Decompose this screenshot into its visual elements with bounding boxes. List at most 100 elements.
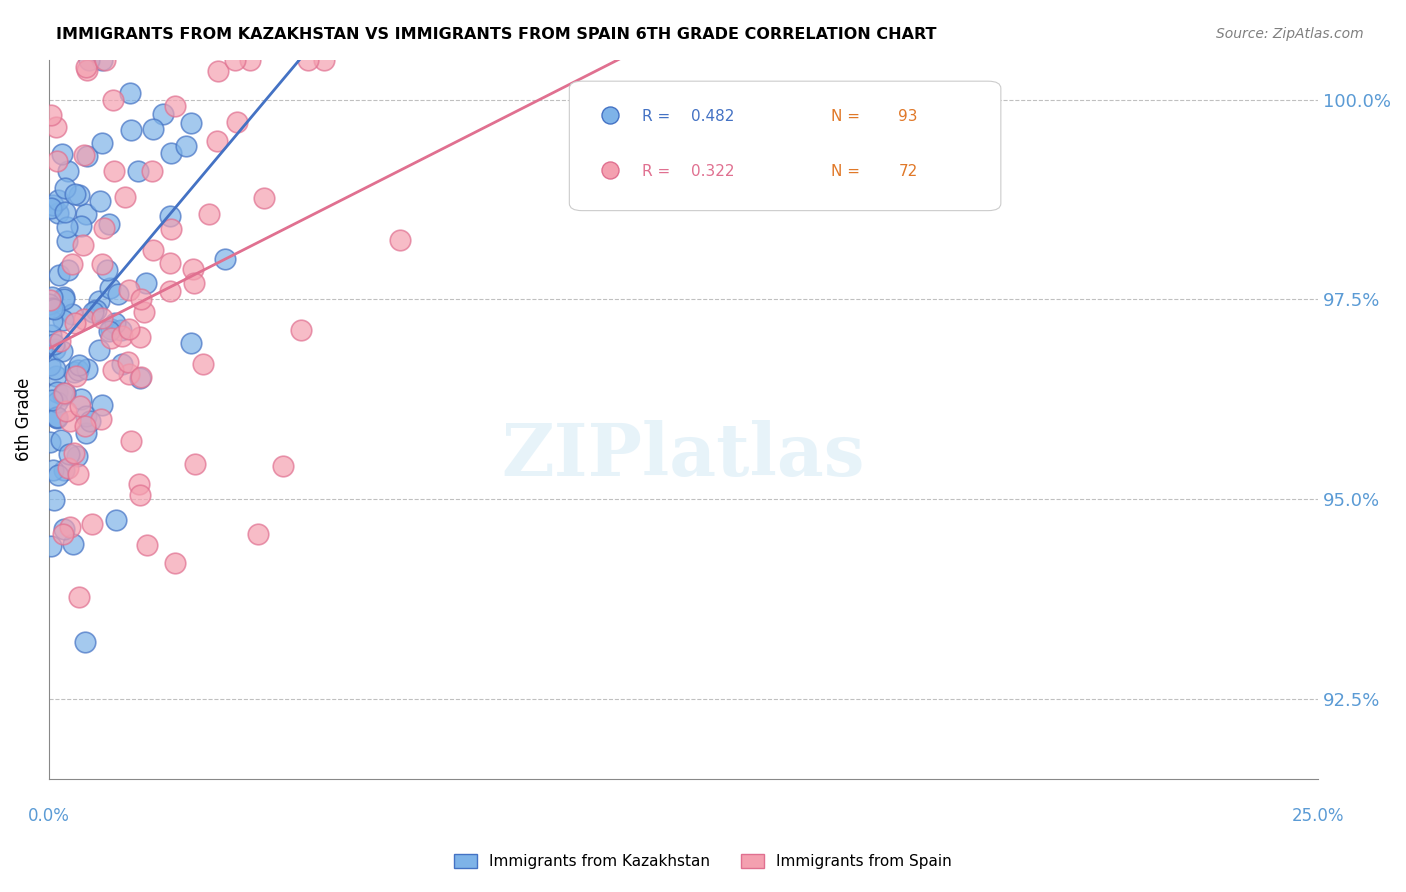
Point bbox=[62, 366, 84, 380]
Point bbox=[69, 219, 91, 234]
Point bbox=[52, 290, 75, 304]
Point bbox=[66, 467, 89, 482]
Point bbox=[224, 53, 246, 67]
Point bbox=[56, 164, 79, 178]
Point bbox=[46, 468, 69, 483]
Point bbox=[45, 369, 67, 384]
Text: N =: N = bbox=[831, 109, 865, 124]
Point bbox=[197, 207, 219, 221]
Point bbox=[191, 357, 214, 371]
Point bbox=[58, 447, 80, 461]
Point bbox=[44, 342, 66, 356]
Point bbox=[89, 194, 111, 208]
Point bbox=[91, 136, 114, 150]
Point bbox=[52, 388, 75, 402]
Point bbox=[184, 457, 207, 471]
Point bbox=[118, 86, 141, 100]
Point bbox=[41, 539, 63, 553]
Point bbox=[62, 257, 84, 271]
Point bbox=[49, 433, 72, 447]
Y-axis label: 6th Grade: 6th Grade bbox=[15, 377, 32, 461]
Point bbox=[58, 461, 80, 475]
Point bbox=[253, 191, 276, 205]
Point bbox=[205, 134, 228, 148]
Point bbox=[120, 123, 142, 137]
Point bbox=[129, 330, 152, 344]
Point bbox=[599, 108, 621, 122]
Point bbox=[98, 217, 121, 231]
Point bbox=[132, 305, 155, 319]
Point bbox=[67, 590, 90, 604]
Point bbox=[118, 367, 141, 381]
Point bbox=[41, 392, 63, 407]
Point bbox=[53, 292, 76, 306]
Point bbox=[73, 311, 96, 326]
Point bbox=[42, 197, 65, 211]
Point bbox=[39, 108, 62, 122]
Point bbox=[51, 343, 73, 358]
Legend: Immigrants from Kazakhstan, Immigrants from Spain: Immigrants from Kazakhstan, Immigrants f… bbox=[449, 848, 957, 875]
Point bbox=[97, 324, 120, 338]
Point bbox=[52, 527, 75, 541]
Point bbox=[75, 635, 97, 649]
Point bbox=[105, 513, 128, 527]
Point bbox=[45, 395, 67, 409]
Point bbox=[91, 257, 114, 271]
Point bbox=[39, 327, 62, 342]
Point bbox=[53, 181, 76, 195]
Point bbox=[128, 488, 150, 502]
Point bbox=[55, 403, 77, 417]
Point bbox=[46, 410, 69, 425]
Text: 93: 93 bbox=[898, 109, 918, 124]
Point bbox=[98, 281, 121, 295]
Point bbox=[80, 517, 103, 532]
Point bbox=[41, 301, 63, 315]
Point bbox=[53, 205, 76, 219]
Point bbox=[42, 462, 65, 476]
Text: 0.322: 0.322 bbox=[692, 164, 735, 179]
Point bbox=[180, 335, 202, 350]
Point bbox=[214, 252, 236, 266]
Point bbox=[117, 355, 139, 369]
Point bbox=[77, 53, 100, 67]
Point bbox=[183, 276, 205, 290]
Point bbox=[45, 409, 67, 424]
Point bbox=[100, 331, 122, 345]
Point bbox=[41, 314, 63, 328]
Point bbox=[84, 303, 107, 318]
Point bbox=[67, 187, 90, 202]
Point bbox=[76, 362, 98, 376]
Point bbox=[159, 284, 181, 298]
Point bbox=[60, 307, 83, 321]
Point bbox=[39, 293, 62, 308]
Point bbox=[93, 53, 115, 67]
Point bbox=[39, 358, 62, 372]
Point bbox=[110, 357, 132, 371]
Point bbox=[91, 310, 114, 325]
Point bbox=[207, 64, 229, 78]
Point bbox=[129, 292, 152, 306]
Text: 0.482: 0.482 bbox=[692, 109, 735, 124]
Point bbox=[312, 53, 335, 67]
Text: IMMIGRANTS FROM KAZAKHSTAN VS IMMIGRANTS FROM SPAIN 6TH GRADE CORRELATION CHART: IMMIGRANTS FROM KAZAKHSTAN VS IMMIGRANTS… bbox=[56, 27, 936, 42]
Point bbox=[42, 301, 65, 316]
Point bbox=[93, 221, 115, 235]
Point bbox=[46, 385, 69, 400]
Point bbox=[135, 538, 157, 552]
Text: Source: ZipAtlas.com: Source: ZipAtlas.com bbox=[1216, 27, 1364, 41]
Point bbox=[52, 386, 75, 401]
Point bbox=[104, 316, 127, 330]
Point bbox=[100, 321, 122, 335]
Point bbox=[39, 201, 62, 215]
Point bbox=[128, 476, 150, 491]
Point bbox=[62, 537, 84, 551]
Point bbox=[63, 186, 86, 201]
Point bbox=[114, 190, 136, 204]
Point bbox=[101, 363, 124, 377]
Text: 25.0%: 25.0% bbox=[1292, 806, 1344, 825]
Point bbox=[110, 323, 132, 337]
Point bbox=[297, 53, 319, 67]
Point bbox=[75, 207, 97, 221]
Point bbox=[65, 368, 87, 383]
Point bbox=[79, 414, 101, 428]
